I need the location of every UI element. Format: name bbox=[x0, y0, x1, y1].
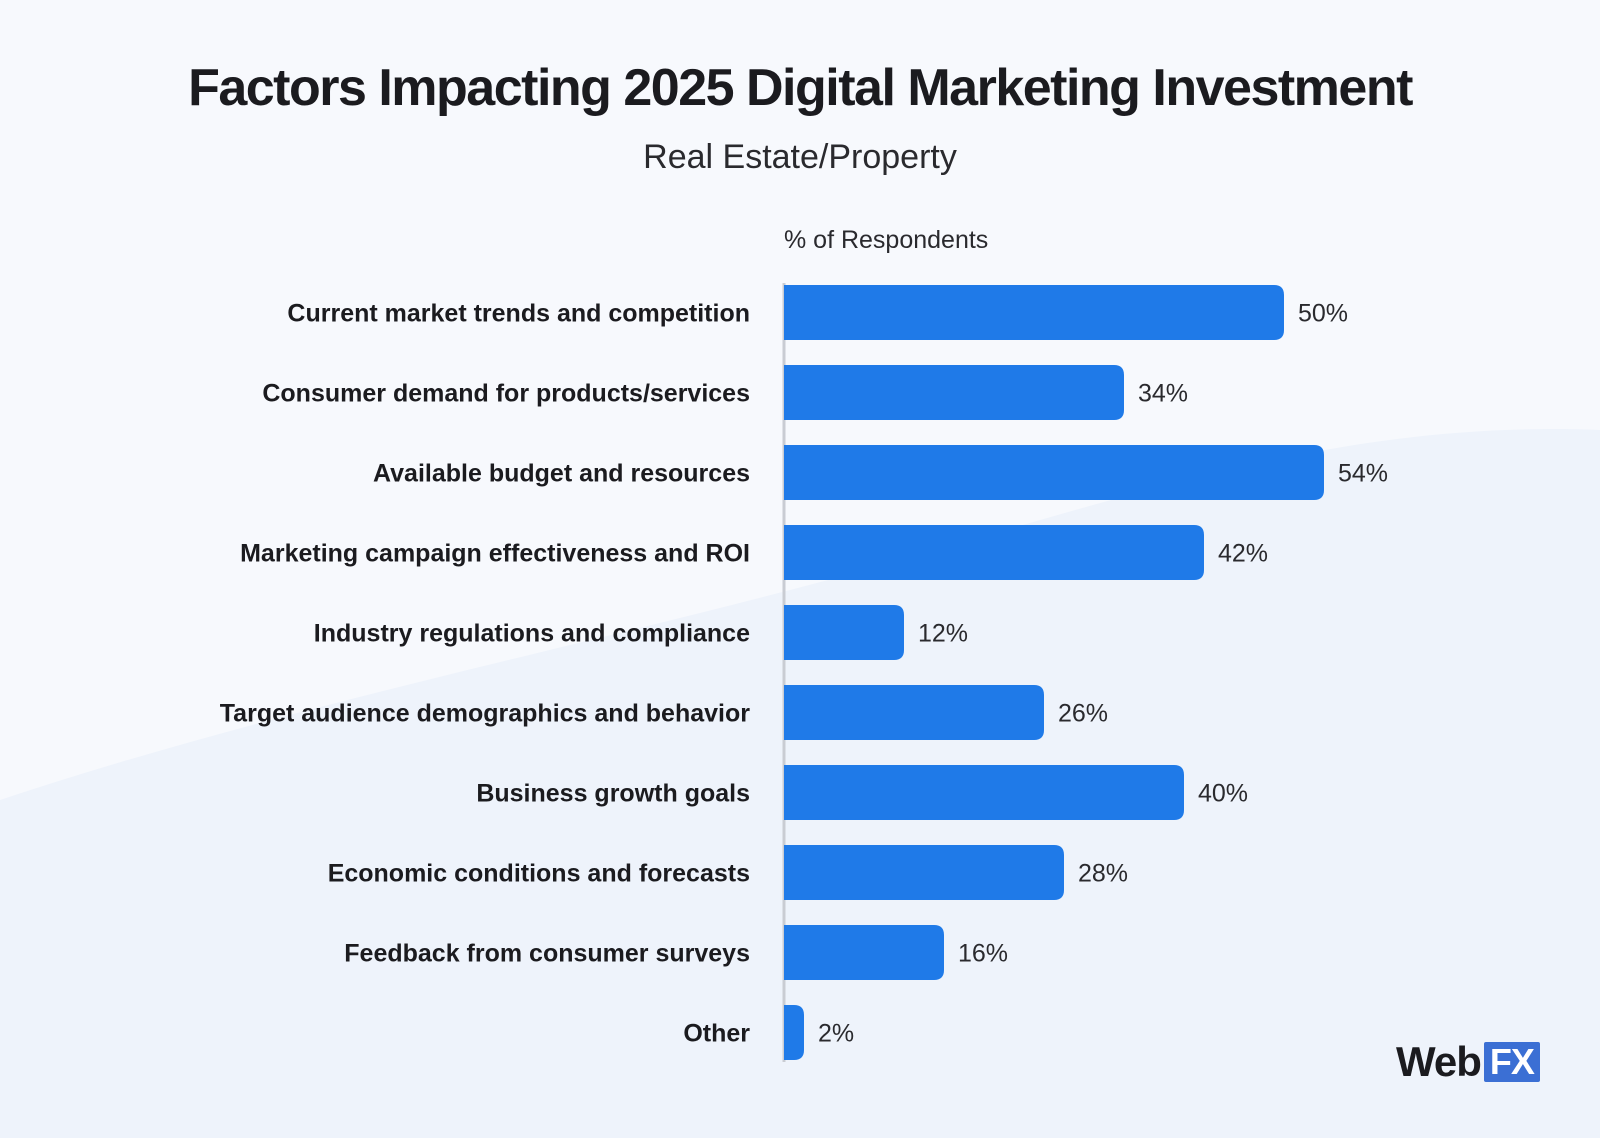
bar bbox=[784, 925, 944, 980]
bar bbox=[784, 685, 1044, 740]
chart-subtitle: Real Estate/Property bbox=[643, 138, 957, 176]
bar bbox=[784, 365, 1124, 420]
category-label: Economic conditions and forecasts bbox=[328, 860, 750, 888]
bar bbox=[784, 285, 1284, 340]
webfx-logo: Web FX bbox=[1396, 1040, 1540, 1084]
category-label: Industry regulations and compliance bbox=[314, 620, 750, 648]
bar bbox=[784, 525, 1204, 580]
value-label: 26% bbox=[1058, 700, 1108, 728]
axis-caption: % of Respondents bbox=[784, 226, 989, 254]
value-label: 54% bbox=[1338, 460, 1388, 488]
bar bbox=[784, 845, 1064, 900]
value-label: 40% bbox=[1198, 780, 1248, 808]
category-label: Target audience demographics and behavio… bbox=[220, 700, 750, 728]
category-label: Business growth goals bbox=[476, 780, 750, 808]
value-label: 34% bbox=[1138, 380, 1188, 408]
logo-web-text: Web bbox=[1396, 1038, 1482, 1085]
chart-title: Factors Impacting 2025 Digital Marketing… bbox=[188, 59, 1413, 117]
value-label: 2% bbox=[818, 1020, 854, 1048]
value-label: 28% bbox=[1078, 860, 1128, 888]
category-label: Marketing campaign effectiveness and ROI bbox=[240, 540, 750, 568]
category-label: Other bbox=[683, 1020, 750, 1048]
bar bbox=[784, 445, 1324, 500]
bar bbox=[784, 765, 1184, 820]
value-label: 50% bbox=[1298, 300, 1348, 328]
category-label: Current market trends and competition bbox=[287, 300, 750, 328]
category-label: Feedback from consumer surveys bbox=[344, 940, 750, 968]
bar bbox=[784, 605, 904, 660]
value-label: 42% bbox=[1218, 540, 1268, 568]
value-label: 12% bbox=[918, 620, 968, 648]
bar bbox=[784, 1005, 804, 1060]
value-label: 16% bbox=[958, 940, 1008, 968]
category-label: Consumer demand for products/services bbox=[262, 380, 750, 408]
category-label: Available budget and resources bbox=[373, 460, 750, 488]
logo-fx-text: FX bbox=[1483, 1042, 1540, 1082]
